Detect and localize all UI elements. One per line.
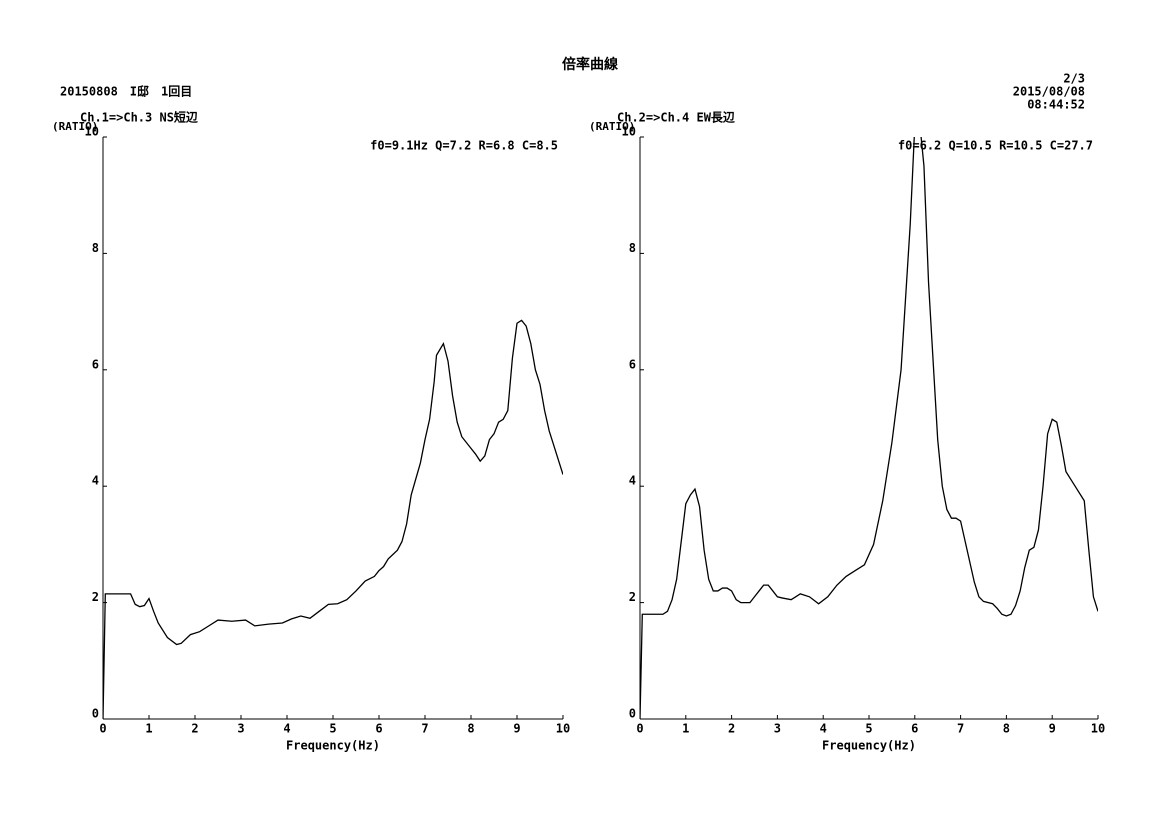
x-tick-label: 4 [820,722,827,736]
annotation: f0=6.2 Q=10.5 R=10.5 C=27.7 [898,139,1093,153]
y-tick-label: 6 [629,357,636,371]
y-tick-label: 8 [92,241,99,255]
x-tick-label: 3 [774,722,781,736]
x-tick-label: 9 [513,722,520,736]
y-axis-label: (RATIO) [589,120,635,133]
page-number: 2/3 [1063,72,1085,86]
y-tick-label: 0 [92,707,99,721]
x-tick-label: 6 [911,722,918,736]
y-tick-label: 10 [622,125,636,139]
x-tick-label: 1 [145,722,152,736]
header-time: 08:44:52 [1027,98,1085,112]
y-tick-label: 8 [629,241,636,255]
x-tick-label: 9 [1049,722,1056,736]
y-tick-label: 2 [629,590,636,604]
x-tick-label: 7 [957,722,964,736]
y-tick-label: 4 [92,474,99,488]
x-tick-label: 5 [865,722,872,736]
data-line [103,319,563,719]
header-date: 2015/08/08 [1013,85,1085,99]
x-tick-label: 2 [191,722,198,736]
y-tick-label: 4 [629,474,636,488]
page-title: 倍率曲線 [562,56,618,73]
x-tick-label: 5 [329,722,336,736]
data-line [640,137,1098,719]
x-tick-label: 10 [1091,722,1105,736]
y-tick-label: 6 [92,357,99,371]
x-axis-label: Frequency(Hz) [286,739,380,753]
x-tick-label: 0 [636,722,643,736]
x-tick-label: 0 [99,722,106,736]
x-tick-label: 2 [728,722,735,736]
x-tick-label: 10 [556,722,570,736]
x-tick-label: 6 [375,722,382,736]
x-tick-label: 8 [1003,722,1010,736]
chart-title: Ch.2=>Ch.4 EW長辺 [617,110,735,125]
x-tick-label: 4 [283,722,290,736]
y-tick-label: 2 [92,590,99,604]
x-axis-label: Frequency(Hz) [822,739,916,753]
y-tick-label: 10 [85,125,99,139]
x-tick-label: 3 [237,722,244,736]
chart-title: Ch.1=>Ch.3 NS短辺 [80,110,198,125]
x-tick-label: 8 [467,722,474,736]
header-left: 20150808 I邸 1回目 [60,85,192,99]
y-axis-label: (RATIO) [52,120,98,133]
x-tick-label: 1 [682,722,689,736]
annotation: f0=9.1Hz Q=7.2 R=6.8 C=8.5 [370,139,558,153]
x-tick-label: 7 [421,722,428,736]
y-tick-label: 0 [629,707,636,721]
